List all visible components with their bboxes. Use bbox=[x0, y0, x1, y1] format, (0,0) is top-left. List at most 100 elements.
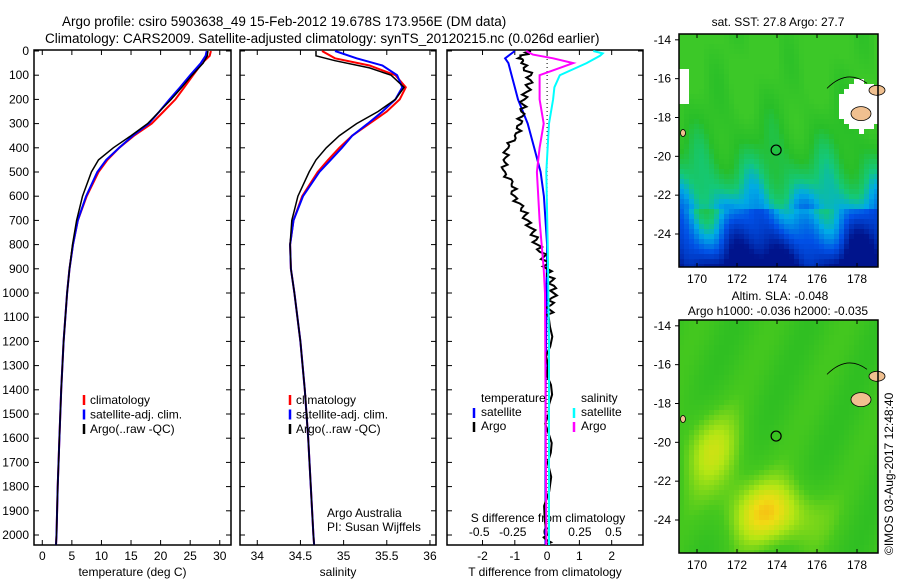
lat-tick-label: -16 bbox=[654, 72, 672, 86]
map-cell bbox=[689, 485, 694, 490]
annotation-line-2: PI: Susan Wijffels bbox=[327, 520, 421, 534]
map-cell bbox=[839, 510, 844, 515]
map-cell bbox=[714, 380, 719, 385]
map-cell bbox=[849, 465, 854, 470]
map-cell bbox=[794, 64, 799, 69]
map-cell bbox=[689, 214, 694, 219]
map-cell bbox=[679, 490, 684, 495]
map-cell bbox=[854, 350, 859, 355]
map-cell bbox=[779, 94, 784, 99]
map-cell bbox=[834, 189, 839, 194]
map-cell bbox=[724, 229, 729, 234]
map-cell bbox=[679, 144, 684, 149]
map-cell bbox=[774, 515, 779, 520]
map-cell bbox=[704, 239, 709, 244]
map-cell bbox=[684, 335, 689, 340]
map-cell bbox=[849, 440, 854, 445]
map-cell bbox=[709, 460, 714, 465]
map-cell bbox=[749, 405, 754, 410]
map-cell bbox=[789, 415, 794, 420]
map-cell bbox=[794, 495, 799, 500]
map-cell bbox=[874, 219, 878, 224]
map-cell bbox=[874, 119, 878, 124]
map-cell bbox=[814, 204, 819, 209]
map-cell bbox=[794, 44, 799, 49]
map-cell bbox=[839, 119, 844, 124]
map-cell bbox=[789, 490, 794, 495]
map-cell bbox=[859, 164, 864, 169]
map-cell bbox=[679, 109, 684, 114]
map-cell bbox=[779, 219, 784, 224]
map-cell bbox=[859, 59, 864, 64]
map-cell bbox=[854, 119, 859, 124]
map-cell bbox=[864, 350, 869, 355]
map-cell bbox=[869, 400, 874, 405]
map-cell bbox=[869, 360, 874, 365]
map-cell bbox=[754, 44, 759, 49]
map-cell bbox=[804, 79, 809, 84]
map-cell bbox=[809, 239, 814, 244]
map-cell bbox=[834, 425, 839, 430]
map-cell bbox=[874, 510, 878, 515]
map-cell bbox=[709, 154, 714, 159]
map-cell bbox=[749, 94, 754, 99]
map-cell bbox=[874, 365, 878, 370]
map-cell bbox=[769, 365, 774, 370]
map-cell bbox=[814, 410, 819, 415]
map-cell bbox=[729, 159, 734, 164]
map-cell bbox=[849, 139, 854, 144]
map-cell bbox=[794, 365, 799, 370]
map-cell bbox=[874, 54, 878, 59]
map-cell bbox=[769, 89, 774, 94]
map-cell bbox=[729, 350, 734, 355]
map-cell bbox=[819, 535, 824, 540]
map-cell bbox=[829, 194, 834, 199]
map-cell bbox=[789, 345, 794, 350]
map-cell bbox=[679, 430, 684, 435]
map-cell bbox=[699, 259, 704, 264]
map-cell bbox=[799, 395, 804, 400]
map-cell bbox=[874, 495, 878, 500]
map-cell bbox=[704, 104, 709, 109]
map-cell bbox=[759, 159, 764, 164]
map-cell bbox=[819, 39, 824, 44]
map-cell bbox=[779, 480, 784, 485]
lat-tick-label: -14 bbox=[654, 319, 672, 333]
map-cell bbox=[689, 69, 694, 74]
map-cell bbox=[844, 425, 849, 430]
map-cell bbox=[759, 169, 764, 174]
map-cell bbox=[694, 239, 699, 244]
map-cell bbox=[679, 229, 684, 234]
map-cell bbox=[709, 325, 714, 330]
lat-tick-label: -22 bbox=[654, 188, 672, 202]
map-cell bbox=[739, 59, 744, 64]
map-cell bbox=[764, 194, 769, 199]
map-cell bbox=[699, 169, 704, 174]
map-cell bbox=[694, 89, 699, 94]
series-line-s-satellite bbox=[545, 50, 605, 545]
map-cell bbox=[684, 189, 689, 194]
map-cell bbox=[779, 234, 784, 239]
map-cell bbox=[864, 410, 869, 415]
map-cell bbox=[764, 475, 769, 480]
map-cell bbox=[749, 179, 754, 184]
map-cell bbox=[764, 199, 769, 204]
map-cell bbox=[764, 89, 769, 94]
map-cell bbox=[804, 264, 809, 267]
map-cell bbox=[799, 249, 804, 254]
map-cell bbox=[714, 159, 719, 164]
map-cell bbox=[824, 189, 829, 194]
map-cell bbox=[699, 224, 704, 229]
map-cell bbox=[824, 430, 829, 435]
map-cell bbox=[739, 320, 744, 325]
map-cell bbox=[864, 500, 869, 505]
map-cell bbox=[789, 425, 794, 430]
map-cell bbox=[839, 109, 844, 114]
map-cell bbox=[684, 360, 689, 365]
map-cell bbox=[814, 480, 819, 485]
map-cell bbox=[794, 390, 799, 395]
map-cell bbox=[809, 249, 814, 254]
map-cell bbox=[869, 490, 874, 495]
map-cell bbox=[819, 124, 824, 129]
map-cell bbox=[724, 515, 729, 520]
